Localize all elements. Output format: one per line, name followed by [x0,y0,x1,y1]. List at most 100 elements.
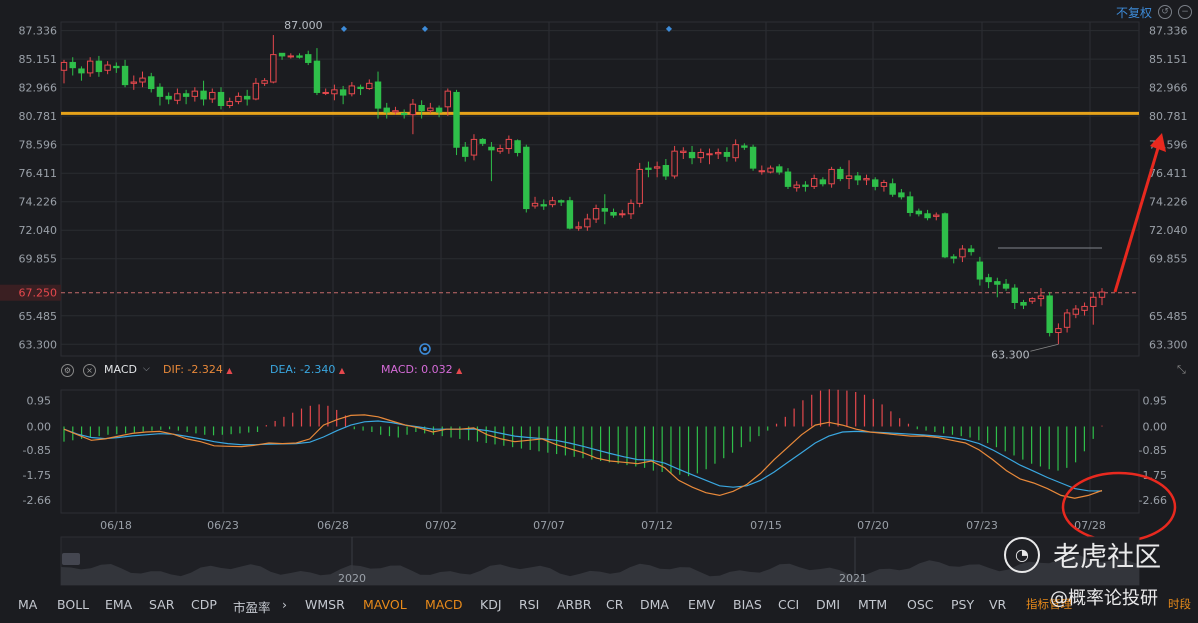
candle-body [435,107,443,113]
macd-tick-left: 0.00 [27,420,52,433]
expand-icon[interactable]: ⤡ [1177,363,1186,376]
candle-body [278,52,286,57]
candle-body [86,60,94,74]
candle-body [967,248,975,253]
indicator-tab-emv[interactable]: EMV [688,597,716,612]
candle-body [200,90,207,100]
candle-body [828,168,835,185]
close-icon[interactable]: × [83,364,96,377]
candle-body [1055,328,1062,334]
candle-body [339,89,347,96]
indicator-tab-mtm[interactable]: MTM [858,597,888,612]
indicator-tab-psy[interactable]: PSY [951,597,975,612]
candle-body [69,61,76,69]
price-tick-left: 76.411 [19,167,58,180]
adjust-selector[interactable]: 不复权 [1115,5,1152,20]
price-tick-right: 85.151 [1149,53,1188,66]
candle-body [741,145,748,148]
candle-body [523,146,530,210]
indicator-tab-vr[interactable]: VR [989,597,1007,612]
candle-body [1002,283,1010,289]
candle-body [296,55,303,58]
candle-body [331,89,338,95]
indicator-tab-dmi[interactable]: DMI [816,597,841,612]
candle-body [662,165,670,177]
current-price-box [0,284,61,301]
period-link[interactable]: 时段 [1168,597,1191,611]
candle-body [863,178,870,181]
price-tick-left: 63.300 [19,338,58,351]
candle-body [427,107,434,112]
candle-body [444,90,452,108]
candle-body [270,54,277,83]
macd-tick-right: -1.75 [1139,469,1167,482]
candle-body [453,91,460,148]
indicator-tab-wmsr[interactable]: WMSR [305,597,345,612]
current-price-label: 67.250 [19,287,58,300]
candle-body [802,184,809,187]
price-tick-right: 63.300 [1149,338,1188,351]
macd-value: MACD: 0.032 ▲ [381,363,462,376]
overview-handle [62,553,80,565]
indicator-tab-boll[interactable]: BOLL [57,597,90,612]
candle-body [505,138,513,150]
arrow-up-icon: ▲ [226,366,233,375]
zoom-out-icon[interactable]: − [1178,5,1192,19]
indicator-tab-rsi[interactable]: RSI [519,597,540,612]
date-tick-label: 07/20 [857,519,889,532]
indicator-tab-kdj[interactable]: KDJ [480,597,502,612]
candle-body [1090,296,1097,307]
indicator-tab-bias[interactable]: BIAS [733,597,762,612]
candle-body [645,167,652,170]
macd-text: MACD: 0.032 [381,363,453,376]
candle-body [575,226,582,229]
candle-body [601,208,609,212]
indicator-tab-cdp[interactable]: CDP [191,597,217,612]
candle-body [496,148,504,152]
undo-icon[interactable]: ↺ [1158,5,1172,19]
candle-body [531,202,539,207]
candle-body [592,208,600,220]
indicator-tab-市盈率[interactable]: 市盈率 [233,600,271,615]
indicator-tab-cci[interactable]: CCI [778,597,800,612]
candle-body [950,256,957,259]
chevron-right-icon[interactable]: › [282,597,287,612]
candle-body [758,170,766,173]
indicator-tab-cr[interactable]: CR [606,597,624,612]
indicator-tab-ma[interactable]: MA [18,597,38,612]
event-marker-icon [423,347,427,351]
candle-body [1063,312,1071,328]
macd-tick-left: -2.66 [23,494,51,507]
candle-body [226,101,233,106]
price-tick-left: 74.226 [19,196,58,209]
indicator-tab-macd[interactable]: MACD [425,597,463,612]
candle-body [514,140,521,153]
settings-icon[interactable]: ⚙ [61,364,74,377]
price-tick-right: 65.485 [1149,310,1188,323]
indicator-tab-osc[interactable]: OSC [907,597,934,612]
chevron-down-icon[interactable]: ⌵ [143,364,150,374]
candle-body [706,153,713,156]
candle-body [78,68,85,74]
candle-body [793,184,800,189]
candle-body [784,171,792,187]
indicator-tab-mavol[interactable]: MAVOL [363,597,407,612]
indicator-tab-dma[interactable]: DMA [640,597,669,612]
price-panel-frame [60,21,1140,357]
low-price-label: 63.300 [991,348,1030,361]
indicator-tab-sar[interactable]: SAR [149,597,175,612]
dif-line [63,414,1103,499]
candle-body [636,168,643,204]
indicator-name[interactable]: MACD [104,363,137,376]
candle-body [148,76,155,90]
arrow-up-icon: ▲ [456,366,463,375]
candle-body [688,151,696,159]
indicator-manage-link[interactable]: 指标管理 [1026,597,1072,611]
macd-tick-right: 0.00 [1143,420,1168,433]
candle-body [104,64,111,71]
indicator-tab-arbr[interactable]: ARBR [557,597,592,612]
watermark-site: 老虎社区 [1053,542,1162,573]
event-marker-icon: ◆ [341,24,348,33]
indicator-tab-ema[interactable]: EMA [105,597,133,612]
